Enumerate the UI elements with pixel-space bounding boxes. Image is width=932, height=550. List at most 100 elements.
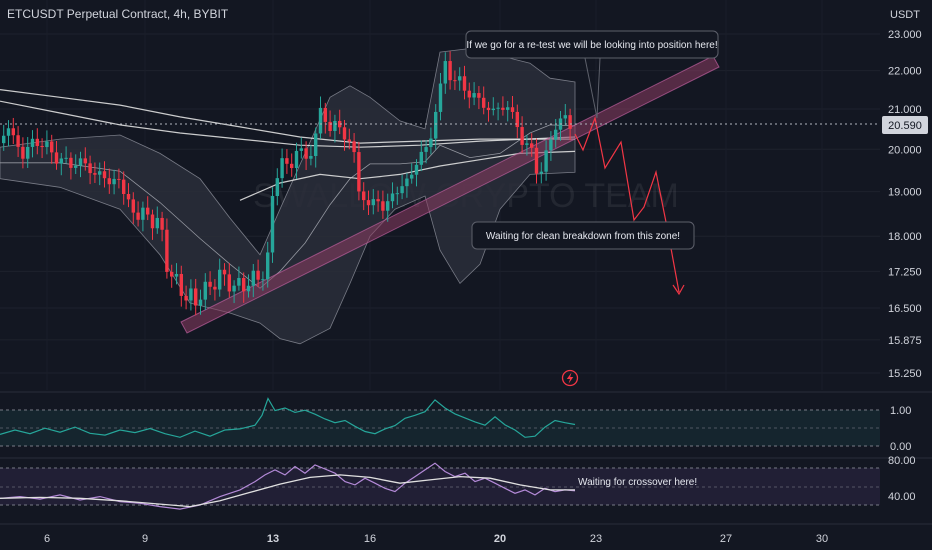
candle-body [510,107,515,112]
candle-body [150,214,155,229]
candle-body [376,199,380,202]
candle-body [491,108,495,111]
candle-body [434,111,438,139]
candle-body [117,178,121,180]
candle-body [141,207,145,220]
candle-body [458,76,462,81]
candle-body [347,139,351,142]
candle-body [102,171,107,179]
candle-body [208,281,212,287]
ma-line-1 [0,100,576,148]
candle-body [544,150,548,172]
oscillator-2-tick-upper: 80.00 [888,455,916,467]
candle-body [563,115,567,119]
candle-body [237,278,241,286]
candle-body [400,186,404,194]
price-axis[interactable]: 23.000 22.000 21.000 20.000 19.000 18.000 17.2… [888,29,922,380]
candle-body [40,145,44,148]
candle-body [477,93,481,98]
oscillator-2-series [0,462,576,510]
price-tick: 15.875 [888,335,922,347]
candle-body [78,158,83,166]
candle-body [424,147,428,152]
candle-body [50,141,54,153]
candle-body [165,229,169,272]
candle-body [482,97,486,108]
candle-body [462,76,467,91]
annotation-retest[interactable]: If we go for a re-test we will be lookin… [465,30,719,119]
oscillator-line [0,462,576,510]
candle-body [98,171,102,175]
time-tick: 20 [494,533,506,545]
candle-body [93,173,97,175]
price-tick: 23.000 [888,29,922,41]
candle-body [107,178,111,185]
candle-body [472,93,476,98]
candle-body [251,270,255,286]
time-axis[interactable]: 6 9 13 16 20 23 27 30 [44,533,828,545]
oscillator-1-tick-lower: 0.00 [890,441,911,453]
candle-body [59,158,63,164]
candle-body [568,115,572,129]
candle-body [203,281,207,300]
candle-body [333,120,337,131]
candle-body [338,120,342,128]
candle-body [11,128,15,136]
last-price-badge [882,116,928,134]
lightning-bolt-icon[interactable] [561,369,579,387]
candle-body [160,217,164,230]
candle-body [26,146,30,159]
candle-body [222,269,227,275]
candle-body [299,148,303,151]
price-tick: 15.250 [888,368,922,380]
oscillator-2-tick-lower: 40.00 [888,491,916,503]
candle-body [194,288,198,306]
oscillator-line [0,397,576,438]
time-tick: 9 [142,533,148,545]
candle-body [16,135,20,147]
candle-body [515,111,519,128]
annotation-crossover-text: Waiting for crossover here! [578,477,697,488]
candle-body [501,107,505,110]
candle-body [386,201,390,211]
candle-body [232,285,236,292]
candle-body [352,141,356,153]
price-tick: 21.000 [888,104,922,116]
oscillator-line [0,474,575,508]
candle-body [414,164,419,175]
candle-body [69,157,73,168]
candle-body [155,217,159,229]
trendline-band[interactable] [180,55,720,334]
oscillator-1-series [0,397,576,438]
candle-body [534,147,539,174]
candle-body [184,295,188,301]
annotation-retest-pointer [584,57,601,119]
forecast-arrowhead [672,284,685,296]
candle-body [362,191,366,201]
ma-line-3 [239,150,576,201]
annotation-retest-box [465,30,719,59]
candle-body [429,138,433,148]
annotation-breakdown[interactable]: Waiting for clean breakdown from this zo… [471,221,695,250]
candle-body [218,269,222,290]
candle-body [126,193,131,200]
oscillator-1-tick-upper: 1.00 [890,405,911,417]
candle-body [530,143,534,148]
time-tick: 23 [590,533,602,545]
moving-averages [0,89,576,201]
time-tick: 16 [364,533,376,545]
candle-body [328,121,332,131]
candle-body [467,90,471,98]
candle-body [227,274,231,292]
candle-body [213,286,217,290]
candle-body [371,199,375,206]
candle-body [323,107,327,122]
candle-body [266,252,270,280]
candle-body [242,278,246,292]
candle-body [419,151,423,165]
candle-body [280,158,284,179]
candle-body [174,273,179,277]
trendline-channel[interactable] [180,55,720,334]
candle-body [198,299,203,306]
